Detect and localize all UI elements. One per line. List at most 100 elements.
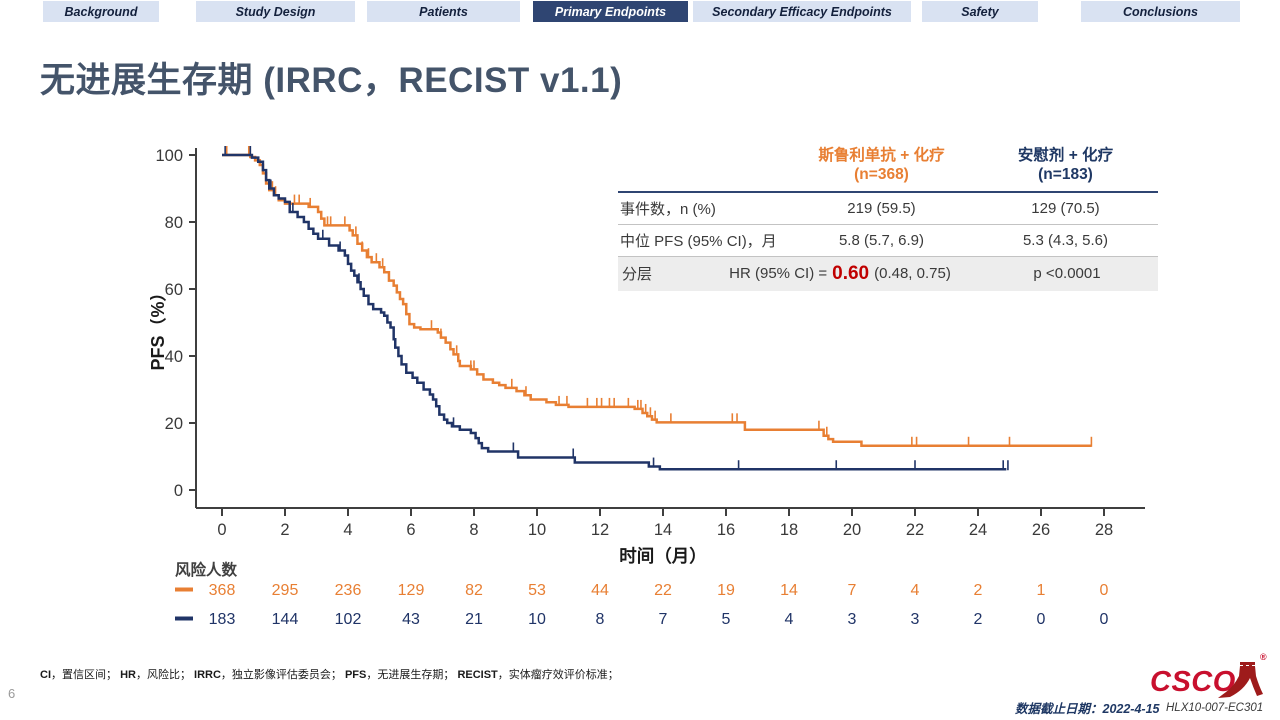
arm-placebo-name: 安慰剂 + 化疗 [1017, 147, 1114, 164]
risk-count: 0 [1100, 611, 1109, 628]
y-tick-label: 80 [165, 214, 183, 232]
x-tick-label: 6 [406, 521, 415, 539]
tab-safety[interactable]: Safety [922, 1, 1038, 22]
x-tick-label: 0 [217, 521, 226, 539]
events-arm-placebo: 129 (70.5) [1031, 199, 1100, 217]
csco-logo-text: CSCO [1150, 666, 1236, 698]
hr-ci: (0.48, 0.75) [874, 265, 951, 283]
km-curve-placebo [222, 153, 1007, 471]
y-axis-title: PFS（%） [150, 283, 168, 370]
x-tick-label: 4 [343, 521, 352, 539]
csco-logo: CSCO ® [1150, 652, 1275, 700]
arm-serplulimab-n: (n=368) [854, 166, 909, 184]
median-pfs-row: 中位 PFS (95% CI)，月 5.8 (5.7, 6.9) 5.3 (4.… [618, 225, 1158, 257]
great-wall-icon [1218, 662, 1263, 698]
stats-table: 斯鲁利单抗 + 化疗 (n=368) 安慰剂 + 化疗 (n=183) 事件数，… [618, 146, 1158, 291]
hazard-ratio-row: 分层 HR (95% CI) = 0.60 (0.48, 0.75) p <0.… [618, 256, 1158, 291]
y-tick-label: 20 [165, 415, 183, 433]
study-id: HLX10-007-EC301 [1166, 702, 1264, 714]
footnote-text: ，置信区间； [51, 669, 121, 681]
y-tick-label: 60 [165, 281, 183, 299]
hazard-ratio-value-group: HR (95% CI) = 0.60 (0.48, 0.75) [704, 263, 976, 285]
footnote-text: ，实体瘤疗效评价标准； [497, 669, 619, 681]
x-tick-label: 22 [906, 521, 924, 539]
arm-placebo-n: (n=183) [1038, 166, 1093, 184]
risk-count: 2 [974, 582, 983, 599]
hr-prefix: HR (95% CI) = [729, 265, 828, 283]
footnote-acronym: IRRC [194, 669, 221, 681]
risk-count: 43 [402, 611, 420, 628]
tab-study-design[interactable]: Study Design [196, 1, 355, 22]
risk-count: 144 [272, 611, 299, 628]
tab-patients[interactable]: Patients [367, 1, 520, 22]
risk-count: 2 [974, 611, 983, 628]
x-tick-label: 10 [528, 521, 546, 539]
km-curve-serplulimab [222, 153, 1092, 448]
footnote-acronym: RECIST [457, 669, 498, 681]
stats-table-header: 斯鲁利单抗 + 化疗 (n=368) 安慰剂 + 化疗 (n=183) [618, 146, 1158, 193]
events-row-label: 事件数，n (%) [620, 200, 716, 218]
tab-background[interactable]: Background [43, 1, 159, 22]
median-pfs-arm-serplulimab: 5.8 (5.7, 6.9) [838, 231, 925, 249]
x-tick-label: 8 [469, 521, 478, 539]
risk-count: 183 [209, 611, 236, 628]
x-tick-label: 26 [1032, 521, 1050, 539]
risk-count: 8 [596, 611, 605, 628]
risk-count: 19 [717, 582, 735, 599]
tab-secondary-efficacy-endpoints[interactable]: Secondary Efficacy Endpoints [693, 1, 911, 22]
risk-count: 368 [209, 582, 236, 599]
p-value: p <0.0001 [1033, 265, 1101, 283]
registered-trademark-icon: ® [1260, 652, 1267, 662]
risk-count: 236 [335, 582, 362, 599]
risk-count: 4 [911, 582, 920, 599]
median-pfs-arm-placebo: 5.3 (4.3, 5.6) [1022, 231, 1109, 249]
y-tick-label: 100 [155, 147, 183, 165]
footnote-text: ，风险比； [135, 669, 195, 681]
x-tick-label: 18 [780, 521, 798, 539]
risk-count: 0 [1100, 582, 1109, 599]
x-tick-label: 2 [280, 521, 289, 539]
footnote-acronym: CI [40, 669, 51, 681]
events-row: 事件数，n (%) 219 (59.5) 129 (70.5) [618, 193, 1158, 225]
hr-value: 0.60 [832, 262, 870, 284]
y-tick-label: 0 [174, 482, 183, 500]
arm-serplulimab-header: 斯鲁利单抗 + 化疗 (n=368) [790, 146, 973, 185]
risk-count: 22 [654, 582, 672, 599]
x-tick-label: 14 [654, 521, 672, 539]
slide-nav: Background Study Design Patients Primary En… [0, 0, 1280, 24]
footnote-text: ，独立影像评估委员会； [220, 669, 345, 681]
x-axis-title: 时间（月） [619, 546, 707, 566]
x-tick-label: 28 [1095, 521, 1113, 539]
risk-count: 44 [591, 582, 609, 599]
risk-count: 10 [528, 611, 546, 628]
arm-serplulimab-name: 斯鲁利单抗 + 化疗 [818, 147, 945, 164]
arm-placebo-header: 安慰剂 + 化疗 (n=183) [973, 146, 1158, 185]
tab-conclusions[interactable]: Conclusions [1081, 1, 1240, 22]
stats-header-spacer [618, 146, 790, 185]
risk-count: 53 [528, 582, 546, 599]
risk-count: 129 [398, 582, 425, 599]
risk-count: 4 [785, 611, 794, 628]
risk-count: 21 [465, 611, 483, 628]
x-tick-label: 12 [591, 521, 609, 539]
risk-table-title: 风险人数 [175, 560, 238, 579]
x-tick-label: 16 [717, 521, 735, 539]
risk-count: 82 [465, 582, 483, 599]
risk-count: 3 [848, 611, 857, 628]
x-tick-label: 20 [843, 521, 861, 539]
page-number: 6 [8, 686, 16, 701]
footnote: CI，置信区间； HR，风险比； IRRC，独立影像评估委员会； PFS，无进展… [40, 666, 619, 682]
tab-primary-endpoints[interactable]: Primary Endpoints [533, 1, 688, 22]
x-tick-label: 24 [969, 521, 987, 539]
footnote-acronym: PFS [344, 669, 367, 681]
events-arm-serplulimab: 219 (59.5) [847, 199, 916, 217]
risk-count: 0 [1037, 611, 1046, 628]
risk-count: 14 [780, 582, 798, 599]
page-title: 无进展生存期 (IRRC，RECIST v1.1) [40, 61, 623, 100]
footnote-acronym: HR [120, 669, 136, 681]
risk-count: 7 [659, 611, 668, 628]
risk-count: 102 [335, 611, 362, 628]
stratified-label: 分层 [622, 266, 653, 284]
footnote-text: ，无进展生存期； [366, 669, 458, 681]
risk-count: 1 [1037, 582, 1046, 599]
